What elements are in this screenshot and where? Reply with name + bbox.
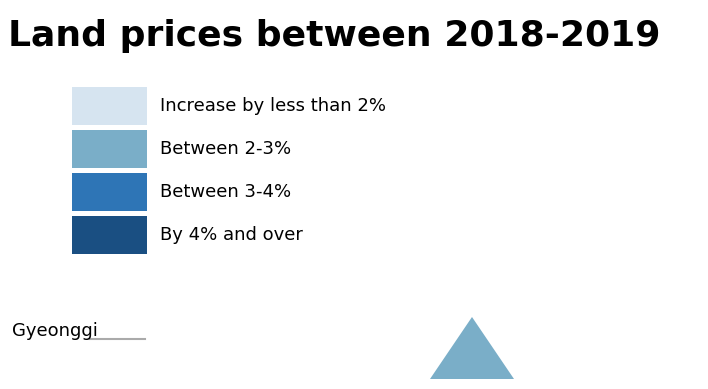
Text: Gyeonggi: Gyeonggi	[12, 322, 98, 340]
Bar	[72, 87, 147, 125]
Text: Between 3-4%: Between 3-4%	[160, 183, 291, 201]
Text: Land prices between 2018-2019: Land prices between 2018-2019	[8, 19, 661, 53]
Text: By 4% and over: By 4% and over	[160, 226, 303, 244]
Text: Between 2-3%: Between 2-3%	[160, 140, 291, 158]
Polygon shape	[430, 317, 514, 379]
Bar	[72, 173, 147, 211]
Bar	[72, 216, 147, 254]
Text: Increase by less than 2%: Increase by less than 2%	[160, 97, 386, 115]
Bar	[72, 130, 147, 168]
